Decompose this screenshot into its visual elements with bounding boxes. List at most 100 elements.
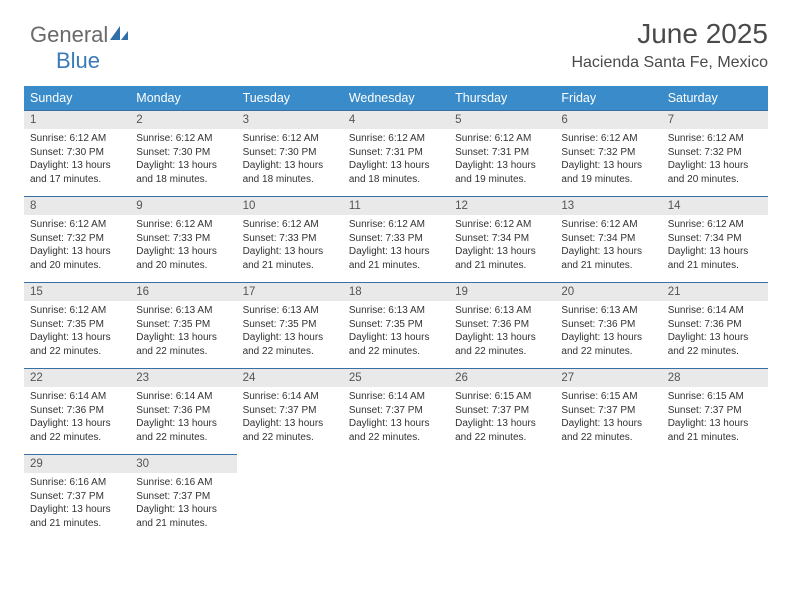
sunset-line: Sunset: 7:36 PM xyxy=(668,318,762,332)
sunset-line: Sunset: 7:30 PM xyxy=(136,146,230,160)
sunset-line: Sunset: 7:32 PM xyxy=(668,146,762,160)
sunset-line: Sunset: 7:33 PM xyxy=(136,232,230,246)
day-number: 14 xyxy=(662,196,768,215)
sunrise-line: Sunrise: 6:12 AM xyxy=(668,132,762,146)
calendar-cell: 16Sunrise: 6:13 AMSunset: 7:35 PMDayligh… xyxy=(130,282,236,368)
sunrise-line: Sunrise: 6:12 AM xyxy=(561,218,655,232)
sunset-line: Sunset: 7:36 PM xyxy=(455,318,549,332)
weekday-header: Sunday xyxy=(24,86,130,110)
daylight-line: Daylight: 13 hours and 20 minutes. xyxy=(668,159,762,186)
sunset-line: Sunset: 7:36 PM xyxy=(561,318,655,332)
logo: GeneralBlue xyxy=(30,22,130,74)
calendar-cell xyxy=(343,454,449,540)
day-body: Sunrise: 6:12 AMSunset: 7:31 PMDaylight:… xyxy=(449,129,555,190)
daylight-line: Daylight: 13 hours and 22 minutes. xyxy=(349,331,443,358)
sunrise-line: Sunrise: 6:12 AM xyxy=(561,132,655,146)
calendar-cell: 27Sunrise: 6:15 AMSunset: 7:37 PMDayligh… xyxy=(555,368,661,454)
day-number: 23 xyxy=(130,368,236,387)
calendar-week-row: 8Sunrise: 6:12 AMSunset: 7:32 PMDaylight… xyxy=(24,196,768,282)
logo-text-blue: Blue xyxy=(56,48,100,73)
sunrise-line: Sunrise: 6:12 AM xyxy=(30,132,124,146)
calendar-cell: 6Sunrise: 6:12 AMSunset: 7:32 PMDaylight… xyxy=(555,110,661,196)
sunset-line: Sunset: 7:37 PM xyxy=(349,404,443,418)
daylight-line: Daylight: 13 hours and 22 minutes. xyxy=(30,331,124,358)
calendar-table: SundayMondayTuesdayWednesdayThursdayFrid… xyxy=(24,86,768,540)
sunset-line: Sunset: 7:34 PM xyxy=(668,232,762,246)
logo-text-general: General xyxy=(30,22,108,47)
sunrise-line: Sunrise: 6:15 AM xyxy=(668,390,762,404)
day-body: Sunrise: 6:12 AMSunset: 7:31 PMDaylight:… xyxy=(343,129,449,190)
day-body: Sunrise: 6:12 AMSunset: 7:33 PMDaylight:… xyxy=(130,215,236,276)
day-number: 1 xyxy=(24,110,130,129)
day-number: 18 xyxy=(343,282,449,301)
weekday-header: Friday xyxy=(555,86,661,110)
calendar-cell: 1Sunrise: 6:12 AMSunset: 7:30 PMDaylight… xyxy=(24,110,130,196)
sunset-line: Sunset: 7:34 PM xyxy=(561,232,655,246)
sunset-line: Sunset: 7:37 PM xyxy=(30,490,124,504)
sunrise-line: Sunrise: 6:12 AM xyxy=(30,304,124,318)
calendar-cell: 28Sunrise: 6:15 AMSunset: 7:37 PMDayligh… xyxy=(662,368,768,454)
sunset-line: Sunset: 7:36 PM xyxy=(30,404,124,418)
sunset-line: Sunset: 7:31 PM xyxy=(455,146,549,160)
sunset-line: Sunset: 7:37 PM xyxy=(668,404,762,418)
day-body: Sunrise: 6:14 AMSunset: 7:37 PMDaylight:… xyxy=(343,387,449,448)
calendar-cell xyxy=(237,454,343,540)
sunset-line: Sunset: 7:32 PM xyxy=(561,146,655,160)
sunset-line: Sunset: 7:37 PM xyxy=(455,404,549,418)
day-body: Sunrise: 6:12 AMSunset: 7:34 PMDaylight:… xyxy=(555,215,661,276)
day-body: Sunrise: 6:14 AMSunset: 7:36 PMDaylight:… xyxy=(130,387,236,448)
page-title: June 2025 xyxy=(24,18,768,50)
calendar-cell xyxy=(449,454,555,540)
sunrise-line: Sunrise: 6:13 AM xyxy=(561,304,655,318)
day-number: 24 xyxy=(237,368,343,387)
calendar-cell: 22Sunrise: 6:14 AMSunset: 7:36 PMDayligh… xyxy=(24,368,130,454)
day-number: 7 xyxy=(662,110,768,129)
day-body: Sunrise: 6:15 AMSunset: 7:37 PMDaylight:… xyxy=(449,387,555,448)
sunrise-line: Sunrise: 6:12 AM xyxy=(455,132,549,146)
day-body: Sunrise: 6:12 AMSunset: 7:34 PMDaylight:… xyxy=(449,215,555,276)
calendar-week-row: 15Sunrise: 6:12 AMSunset: 7:35 PMDayligh… xyxy=(24,282,768,368)
calendar-cell: 29Sunrise: 6:16 AMSunset: 7:37 PMDayligh… xyxy=(24,454,130,540)
daylight-line: Daylight: 13 hours and 20 minutes. xyxy=(30,245,124,272)
calendar-week-row: 1 Sunrise: 6:12 AM Sunset: 7:30 PM Daylight… xyxy=(24,110,768,196)
daylight-line: Daylight: 13 hours and 17 minutes. xyxy=(30,159,124,186)
sunrise-line: Sunrise: 6:15 AM xyxy=(561,390,655,404)
day-body: Sunrise: 6:13 AMSunset: 7:36 PMDaylight:… xyxy=(555,301,661,362)
sunset-line: Sunset: 7:37 PM xyxy=(561,404,655,418)
day-number: 30 xyxy=(130,454,236,473)
sunrise-line: Sunrise: 6:12 AM xyxy=(243,132,337,146)
daylight-line: Daylight: 13 hours and 22 minutes. xyxy=(136,417,230,444)
calendar-cell: 10Sunrise: 6:12 AMSunset: 7:33 PMDayligh… xyxy=(237,196,343,282)
daylight-line: Daylight: 13 hours and 22 minutes. xyxy=(561,417,655,444)
calendar-cell: 26Sunrise: 6:15 AMSunset: 7:37 PMDayligh… xyxy=(449,368,555,454)
header: June 2025 Hacienda Santa Fe, Mexico xyxy=(24,18,768,72)
daylight-line: Daylight: 13 hours and 18 minutes. xyxy=(243,159,337,186)
day-body: Sunrise: 6:14 AMSunset: 7:37 PMDaylight:… xyxy=(237,387,343,448)
daylight-line: Daylight: 13 hours and 22 minutes. xyxy=(349,417,443,444)
day-number: 20 xyxy=(555,282,661,301)
day-body: Sunrise: 6:13 AMSunset: 7:35 PMDaylight:… xyxy=(343,301,449,362)
calendar-cell: 7 Sunrise: 6:12 AMSunset: 7:32 PMDaylight… xyxy=(662,110,768,196)
daylight-line: Daylight: 13 hours and 22 minutes. xyxy=(455,417,549,444)
calendar-cell: 4Sunrise: 6:12 AMSunset: 7:31 PMDaylight… xyxy=(343,110,449,196)
day-number: 15 xyxy=(24,282,130,301)
calendar-cell: 18Sunrise: 6:13 AMSunset: 7:35 PMDayligh… xyxy=(343,282,449,368)
day-body: Sunrise: 6:12 AMSunset: 7:35 PMDaylight:… xyxy=(24,301,130,362)
day-number: 29 xyxy=(24,454,130,473)
daylight-line: Daylight: 13 hours and 21 minutes. xyxy=(30,503,124,530)
sunrise-line: Sunrise: 6:14 AM xyxy=(349,390,443,404)
day-number: 2 xyxy=(130,110,236,129)
sunrise-line: Sunrise: 6:12 AM xyxy=(30,218,124,232)
calendar-cell: 19Sunrise: 6:13 AMSunset: 7:36 PMDayligh… xyxy=(449,282,555,368)
day-body: Sunrise: 6:14 AMSunset: 7:36 PMDaylight:… xyxy=(24,387,130,448)
day-body: Sunrise: 6:13 AMSunset: 7:36 PMDaylight:… xyxy=(449,301,555,362)
day-number: 25 xyxy=(343,368,449,387)
sunrise-line: Sunrise: 6:14 AM xyxy=(243,390,337,404)
day-number: 9 xyxy=(130,196,236,215)
sunset-line: Sunset: 7:33 PM xyxy=(243,232,337,246)
calendar-cell: 13Sunrise: 6:12 AMSunset: 7:34 PMDayligh… xyxy=(555,196,661,282)
day-body: Sunrise: 6:14 AMSunset: 7:36 PMDaylight:… xyxy=(662,301,768,362)
sunset-line: Sunset: 7:32 PM xyxy=(30,232,124,246)
daylight-line: Daylight: 13 hours and 22 minutes. xyxy=(30,417,124,444)
daylight-line: Daylight: 13 hours and 22 minutes. xyxy=(136,331,230,358)
